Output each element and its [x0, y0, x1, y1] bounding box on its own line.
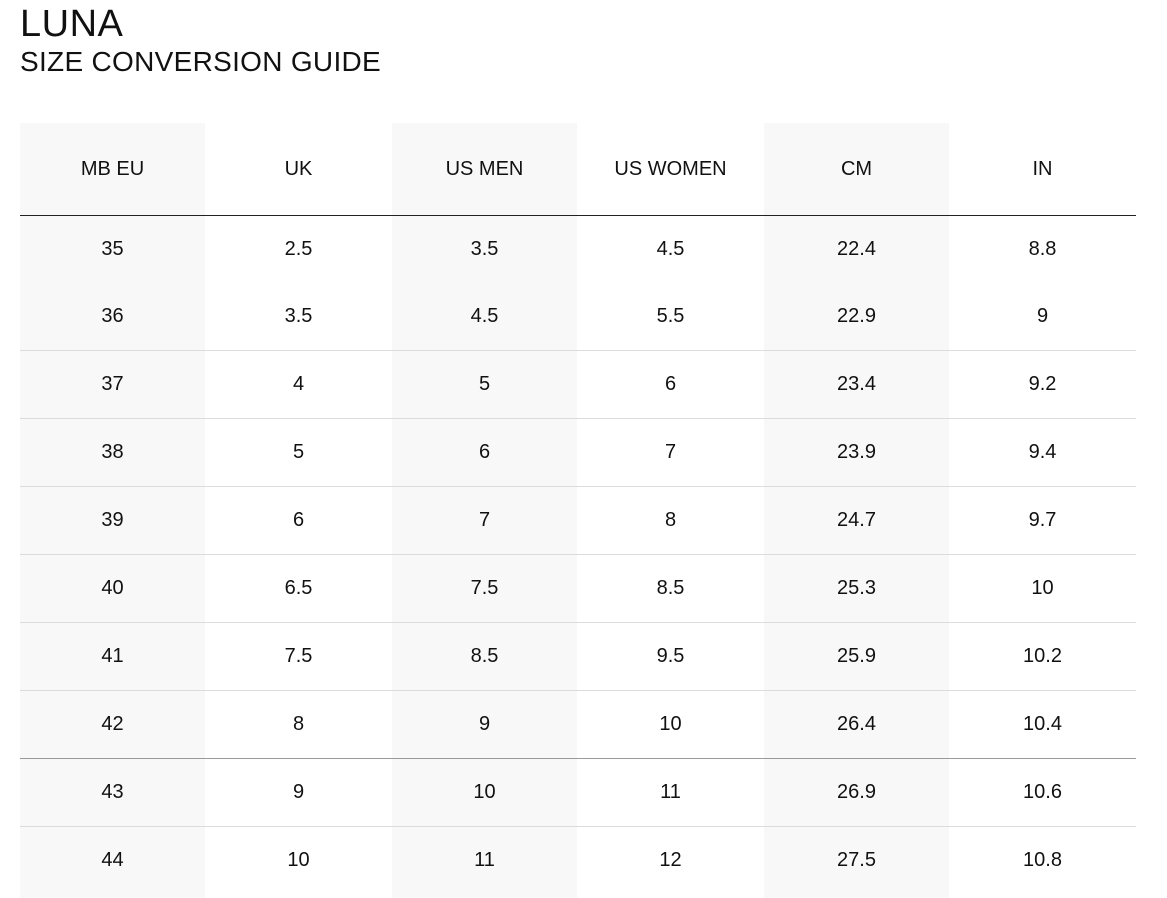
cell-uk: 6	[205, 486, 392, 555]
table-row: 36 3.5 4.5 5.5 22.9 9	[20, 283, 1136, 351]
cell-us-women: 11	[577, 758, 764, 827]
column-header-in: IN	[949, 123, 1136, 216]
cell-us-women: 7	[577, 418, 764, 487]
cell-mb-eu: 39	[20, 486, 205, 555]
cell-cm: 25.3	[764, 554, 949, 623]
column-header-us-men: US MEN	[392, 123, 577, 216]
cell-us-men: 11	[474, 849, 495, 871]
cell-in: 10.2	[949, 622, 1136, 691]
column-header-uk: UK	[205, 123, 392, 216]
cell-uk: 8	[205, 690, 392, 759]
cell-mb-eu: 42	[20, 690, 205, 759]
cell-cm: 27.5	[837, 849, 876, 871]
cell-uk: 7.5	[205, 622, 392, 691]
cell-uk: 2.5	[284, 238, 313, 260]
cell-cm: 24.7	[764, 486, 949, 555]
table-row: 44 10 11 12 27.5 10.8	[20, 827, 1136, 895]
table-row: 42 8 9 10 26.4 10.4	[20, 690, 1136, 759]
cell-us-women: 8	[577, 486, 764, 555]
cell-us-men: 6	[392, 418, 577, 487]
size-conversion-table: MB EU UK US MEN US WOMEN CM IN 35 2.5 3.…	[20, 123, 1136, 894]
cell-uk: 5	[205, 418, 392, 487]
cell-cm: 25.9	[764, 622, 949, 691]
cell-mb-eu: 40	[20, 554, 205, 623]
cell-mb-eu: 36	[20, 283, 205, 351]
cell-mb-eu: 41	[20, 622, 205, 691]
cell-us-women: 4.5	[656, 238, 685, 260]
cell-cm: 23.4	[764, 350, 949, 419]
cell-us-men: 5	[392, 350, 577, 419]
cell-in: 8.8	[1028, 238, 1057, 260]
cell-cm: 26.9	[764, 758, 949, 827]
cell-uk: 10	[287, 849, 310, 871]
cell-us-women: 12	[659, 849, 682, 871]
cell-in: 9.2	[949, 350, 1136, 419]
cell-in: 10.6	[949, 758, 1136, 827]
cell-in: 10	[949, 554, 1136, 623]
cell-in: 9	[949, 283, 1136, 351]
cell-mb-eu: 43	[20, 758, 205, 827]
table-row: 41 7.5 8.5 9.5 25.9 10.2	[20, 622, 1136, 691]
cell-cm: 23.9	[764, 418, 949, 487]
column-header-mb-eu: MB EU	[20, 123, 205, 216]
cell-cm: 22.9	[764, 283, 949, 351]
cell-uk: 4	[205, 350, 392, 419]
size-table-container: MB EU UK US MEN US WOMEN CM IN 35 2.5 3.…	[20, 123, 1136, 898]
brand-title: LUNA	[20, 3, 124, 45]
column-header-us-women: US WOMEN	[577, 123, 764, 216]
table-row: 39 6 7 8 24.7 9.7	[20, 486, 1136, 555]
cell-in: 10.8	[1023, 849, 1062, 871]
cell-mb-eu: 38	[20, 418, 205, 487]
cell-us-men: 9	[392, 690, 577, 759]
cell-mb-eu: 35	[101, 238, 124, 260]
column-header-cm: CM	[764, 123, 949, 216]
cell-mb-eu: 37	[20, 350, 205, 419]
cell-uk: 3.5	[205, 283, 392, 351]
cell-in: 9.4	[949, 418, 1136, 487]
page-subtitle: SIZE CONVERSION GUIDE	[20, 46, 382, 77]
cell-us-men: 8.5	[392, 622, 577, 691]
table-header-row: MB EU UK US MEN US WOMEN CM IN	[20, 123, 1136, 216]
cell-cm: 26.4	[764, 690, 949, 759]
table-row: 35 2.5 3.5 4.5 22.4 8.8	[20, 216, 1136, 284]
cell-us-women: 8.5	[577, 554, 764, 623]
table-row: 40 6.5 7.5 8.5 25.3 10	[20, 554, 1136, 623]
table-row: 43 9 10 11 26.9 10.6	[20, 758, 1136, 827]
table-row: 37 4 5 6 23.4 9.2	[20, 350, 1136, 419]
cell-us-men: 10	[392, 758, 577, 827]
cell-mb-eu: 44	[101, 849, 124, 871]
cell-in: 9.7	[949, 486, 1136, 555]
table-row: 38 5 6 7 23.9 9.4	[20, 418, 1136, 487]
cell-uk: 6.5	[205, 554, 392, 623]
cell-us-men: 4.5	[392, 283, 577, 351]
cell-us-women: 9.5	[577, 622, 764, 691]
cell-us-men: 7.5	[392, 554, 577, 623]
cell-us-women: 6	[577, 350, 764, 419]
cell-us-men: 7	[392, 486, 577, 555]
cell-in: 10.4	[949, 690, 1136, 759]
cell-us-women: 5.5	[577, 283, 764, 351]
cell-us-women: 10	[577, 690, 764, 759]
cell-uk: 9	[205, 758, 392, 827]
cell-us-men: 3.5	[470, 238, 499, 260]
cell-cm: 22.4	[837, 238, 876, 260]
